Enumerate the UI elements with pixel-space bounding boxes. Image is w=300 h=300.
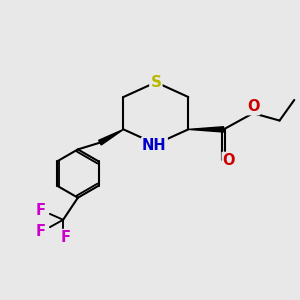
Text: F: F bbox=[36, 224, 46, 239]
Text: S: S bbox=[150, 75, 161, 90]
Text: NH: NH bbox=[142, 138, 167, 153]
Text: F: F bbox=[36, 203, 46, 218]
Text: F: F bbox=[61, 230, 71, 245]
Text: O: O bbox=[223, 153, 235, 168]
Text: O: O bbox=[247, 99, 259, 114]
Polygon shape bbox=[99, 129, 124, 145]
Polygon shape bbox=[188, 127, 224, 132]
